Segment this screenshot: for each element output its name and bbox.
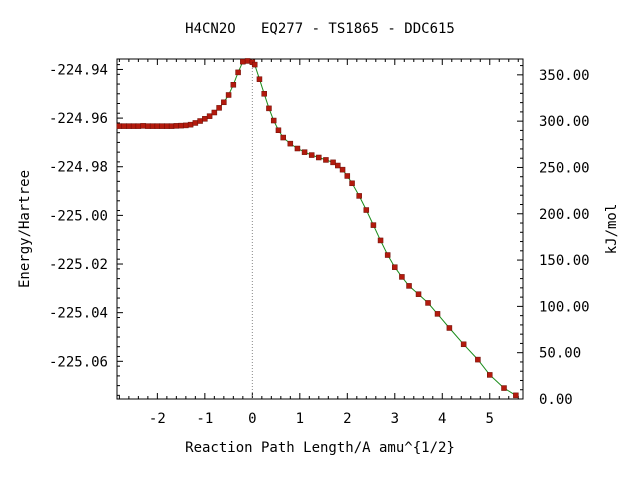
data-point [349, 180, 355, 187]
data-point [446, 325, 453, 331]
data-point [145, 123, 151, 129]
data-point [130, 123, 137, 129]
y-tick-label: -225.02 [49, 257, 108, 273]
data-point [135, 123, 142, 129]
data-point [173, 123, 180, 129]
data-point [154, 123, 161, 129]
x-tick-label: 0 [248, 411, 256, 427]
data-point [251, 61, 258, 68]
y-tick-label: -225.06 [49, 354, 108, 370]
x-tick-label: 4 [438, 411, 446, 427]
data-point [513, 392, 519, 399]
data-point [244, 58, 251, 64]
x-tick-label: 3 [391, 411, 399, 427]
data-point [126, 123, 132, 129]
data-point [344, 173, 351, 179]
data-point [280, 134, 286, 141]
x-tick-label: -2 [149, 411, 166, 427]
data-points [116, 58, 519, 399]
data-point [415, 291, 422, 297]
data-point [266, 105, 272, 112]
plot-frame [116, 58, 524, 400]
data-point [211, 109, 218, 116]
data-point [187, 121, 194, 128]
data-point [460, 341, 467, 348]
y-axis-label: Energy/Hartree [17, 170, 33, 288]
data-point [275, 127, 282, 134]
data-point [270, 117, 277, 124]
data-point [370, 222, 377, 228]
data-point [256, 76, 263, 82]
y-tick-label: -225.00 [49, 208, 108, 224]
data-point [363, 207, 370, 213]
data-point [425, 300, 431, 306]
data-point [140, 123, 146, 129]
y2-tick-label: 350.00 [539, 68, 590, 84]
data-point [164, 123, 170, 129]
x-tick-label: 2 [343, 411, 351, 427]
data-point [487, 372, 493, 378]
data-point [225, 92, 232, 98]
data-point [294, 145, 301, 152]
data-point [216, 105, 222, 111]
data-point [116, 123, 123, 129]
y2-tick-label: 200.00 [539, 207, 590, 223]
data-point [475, 356, 481, 363]
data-point [392, 264, 398, 270]
axis-ticks [117, 59, 523, 400]
data-point [149, 123, 156, 129]
x-tick-label: -1 [196, 411, 213, 427]
y2-tick-label: 250.00 [539, 160, 590, 176]
data-point [206, 113, 213, 119]
data-point [178, 122, 184, 129]
y-tick-label: -224.96 [49, 111, 108, 127]
y-tick-label: -224.98 [49, 160, 108, 176]
x-axis-label: Reaction Path Length/A amu^{1/2} [185, 440, 455, 456]
data-point [330, 159, 336, 166]
data-point [399, 274, 405, 280]
y2-tick-label: 300.00 [539, 114, 590, 130]
data-point [339, 166, 346, 173]
x-tick-label: 5 [486, 411, 494, 427]
chart-title: H4CN2O EQ277 - TS1865 - DDC615 [185, 21, 455, 37]
data-point [316, 154, 322, 161]
data-point [406, 283, 412, 289]
data-point [221, 99, 227, 106]
data-point [335, 162, 341, 169]
data-point [261, 91, 267, 97]
data-point [121, 123, 127, 129]
data-point [384, 252, 391, 258]
energy-curve-line [119, 60, 517, 396]
data-point [168, 123, 175, 129]
data-point [202, 116, 208, 122]
y2-tick-label: 0.00 [539, 392, 573, 408]
data-point [501, 385, 507, 391]
data-point [308, 152, 315, 158]
data-point [192, 120, 199, 126]
data-point [240, 58, 246, 65]
data-point [197, 118, 203, 124]
data-point [356, 193, 362, 199]
y2-tick-label: 150.00 [539, 253, 590, 269]
data-point [434, 311, 441, 317]
tick-labels: -2 -1 0 1 2 3 4 5 -224.94 -224.96 -224.98 -225.00 -2… [49, 62, 590, 427]
data-point [235, 69, 241, 76]
y2-tick-label: 50.00 [539, 346, 581, 362]
data-point [323, 157, 329, 163]
data-point [377, 237, 384, 244]
x-tick-label: 1 [296, 411, 304, 427]
data-point [183, 122, 189, 129]
y2-tick-label: 100.00 [539, 299, 590, 315]
data-point [287, 140, 294, 147]
y-tick-label: -224.94 [49, 62, 108, 78]
data-point [230, 82, 237, 88]
data-point [301, 149, 308, 155]
y-tick-label: -225.04 [49, 306, 108, 322]
data-point [159, 123, 165, 129]
y2-axis-label: kJ/mol [604, 204, 620, 255]
